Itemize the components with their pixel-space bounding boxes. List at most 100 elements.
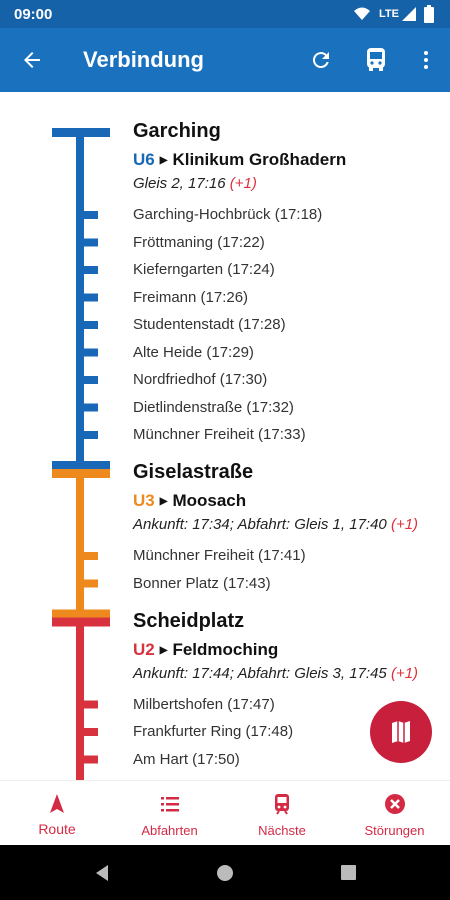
- station-name: Garching: [133, 120, 221, 142]
- destination: Klinikum Großhadern: [172, 150, 347, 169]
- info-text: Gleis 2, 17:16: [133, 175, 226, 192]
- stop-tick: [84, 376, 98, 384]
- stop-tick: [84, 321, 98, 329]
- refresh-button[interactable]: [309, 48, 333, 72]
- stop-tick: [84, 728, 98, 736]
- departure-info: Gleis 2, 17:16 (+1): [133, 175, 257, 192]
- nav-icon: [50, 794, 64, 813]
- info-text: Ankunft: 17:44; Abfahrt: Gleis 3, 17:45: [133, 664, 387, 682]
- status-bar: 09:00 LTE: [0, 0, 450, 28]
- line-number: U3: [133, 491, 155, 510]
- stop: Münchner Freiheit (17:41): [133, 547, 306, 564]
- icon-shape: [50, 794, 64, 813]
- stop: Dietlindenstraße (17:32): [133, 398, 294, 416]
- title: Verbindung: [83, 47, 204, 72]
- stop: Garching-Hochbrück (17:18): [133, 206, 323, 223]
- stop: Münchner Freiheit (17:33): [133, 426, 306, 443]
- stop-tick: [84, 431, 98, 439]
- map-fab[interactable]: [370, 701, 432, 763]
- icon-shape: [160, 797, 164, 800]
- stop-tick: [84, 266, 98, 274]
- stop: Bonner Platz (17:43): [133, 574, 271, 592]
- icon-shape: [389, 799, 400, 809]
- bottom-nav: Route Abfahrten Nächste Störungen: [0, 780, 450, 846]
- line-number: U6: [133, 150, 155, 169]
- arrow: ▶: [159, 496, 168, 507]
- menu-button[interactable]: [414, 48, 438, 72]
- departure-info: Ankunft: 17:34; Abfahrt: Gleis 1, 17:40 …: [133, 516, 418, 533]
- line-number: U2: [133, 639, 155, 659]
- stop-tick: [84, 700, 98, 709]
- icon-shape: [277, 797, 287, 803]
- delay: (+1): [229, 175, 257, 192]
- icon-shape: [276, 810, 288, 815]
- station-name: Scheidplatz: [133, 609, 245, 632]
- stop-tick: [84, 238, 98, 247]
- nav-item[interactable]: Route: [1, 781, 113, 846]
- info-text: Ankunft: 17:34; Abfahrt: Gleis 1, 17:40: [133, 516, 387, 533]
- line-bar: [76, 473, 84, 614]
- icon-shape: [160, 797, 179, 812]
- route-line: [52, 128, 110, 780]
- system-nav-buttons: [96, 865, 356, 881]
- nav-icon: [275, 794, 289, 815]
- bus-button[interactable]: [364, 47, 388, 73]
- stop-tick: [84, 348, 98, 357]
- stop-tick: [84, 579, 98, 588]
- stop-tick: [84, 755, 98, 764]
- destination: Moosach: [172, 491, 247, 510]
- stop: Alte Heide (17:29): [133, 343, 254, 361]
- icon-shape: [165, 797, 179, 800]
- stop: Freimann (17:26): [133, 288, 249, 306]
- line-cap: [52, 461, 110, 469]
- delay: (+1): [390, 516, 419, 533]
- station-name: Giselastraße: [133, 461, 254, 483]
- nav-icon: [160, 797, 179, 812]
- network: LTE: [379, 8, 399, 20]
- nav-label: Störungen: [364, 823, 425, 838]
- icon-shape: [165, 809, 179, 812]
- stop: Am Hart (17:50): [133, 750, 240, 768]
- wifi-icon: [354, 7, 370, 20]
- arrow: ▶: [159, 155, 168, 166]
- nav-icon: [384, 794, 405, 814]
- line-row: U3 ▶ Moosach: [133, 491, 246, 511]
- stop: Milbertshofen (17:47): [133, 695, 275, 713]
- app-bar: Verbindung: [0, 28, 450, 92]
- icon-shape: [160, 803, 164, 806]
- nav-item[interactable]: Nächste: [226, 781, 338, 846]
- line-bar: [76, 621, 84, 780]
- route-list: Garching U6 ▶ Klinikum Großhadern Gleis 2, 1…: [0, 92, 450, 780]
- line-bar: [76, 132, 84, 465]
- stop: Nordfriedhof (17:30): [133, 371, 268, 388]
- nav-label: Abfahrten: [141, 823, 198, 838]
- battery-icon: [424, 5, 434, 23]
- clock: 09:00: [14, 6, 53, 23]
- system-nav: [0, 845, 450, 900]
- line-row: U2 ▶ Feldmoching: [133, 640, 278, 660]
- delay: (+1): [390, 664, 419, 682]
- destination: Feldmoching: [172, 639, 279, 659]
- signal-icon: [402, 7, 416, 21]
- icon-shape: [277, 805, 281, 809]
- icon-shape: [160, 809, 164, 812]
- nav-label: Route: [38, 821, 76, 837]
- icon-shape: [283, 805, 287, 809]
- nav-item[interactable]: Abfahrten: [114, 781, 226, 846]
- stop: Studentenstadt (17:28): [133, 316, 286, 333]
- departure-info: Ankunft: 17:44; Abfahrt: Gleis 3, 17:45 …: [133, 665, 418, 682]
- stop-tick: [84, 403, 98, 412]
- stop-tick: [84, 552, 98, 560]
- stop-tick: [84, 293, 98, 302]
- back-button[interactable]: [20, 48, 44, 72]
- nav-label: Nächste: [258, 823, 306, 838]
- stop: Fröttmaning (17:22): [133, 233, 265, 251]
- line-row: U6 ▶ Klinikum Großhadern: [133, 150, 346, 170]
- nav-item[interactable]: Störungen: [339, 781, 450, 846]
- icon-shape: [165, 803, 179, 806]
- stop-tick: [84, 211, 98, 219]
- stop: Kieferngarten (17:24): [133, 261, 275, 278]
- stop: Frankfurter Ring (17:48): [133, 723, 294, 740]
- arrow: ▶: [159, 644, 168, 656]
